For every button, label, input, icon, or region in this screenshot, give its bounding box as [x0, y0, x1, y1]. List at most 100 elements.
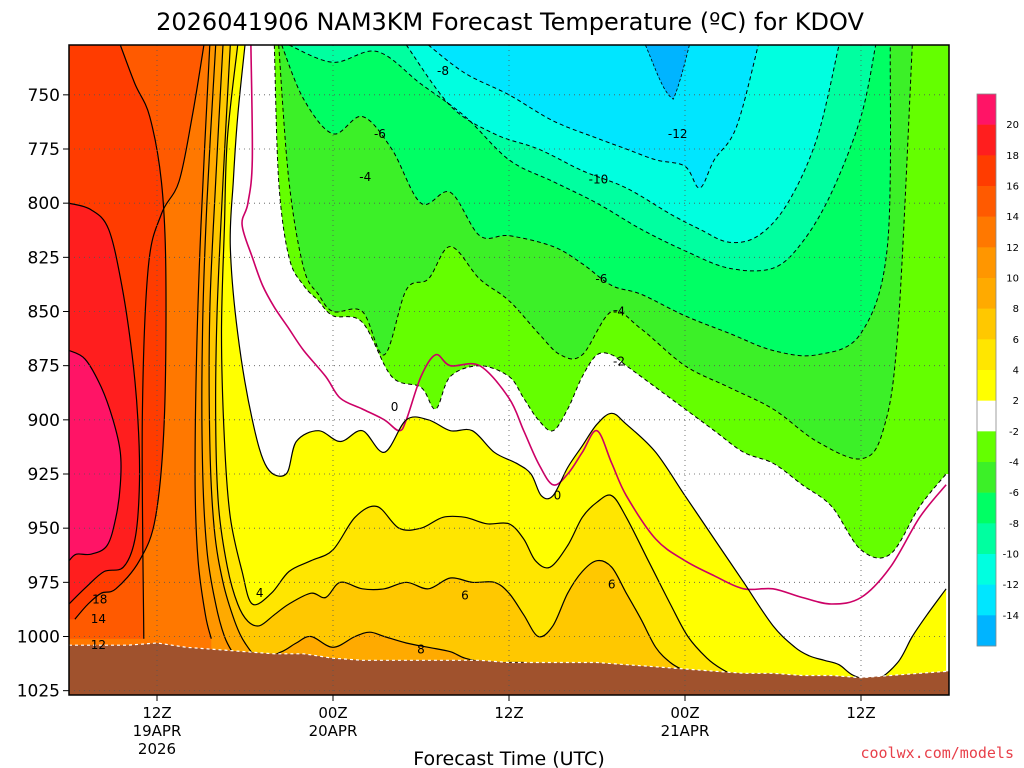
isotherm-10c: [201, 45, 234, 655]
contour-label: 8: [417, 643, 425, 657]
isotherm-12c: [194, 45, 212, 639]
isotherm--8c: [288, 45, 877, 272]
contour-label: -6: [374, 127, 386, 141]
colorbar-tick-label: 14: [1006, 212, 1019, 223]
region-2c: [69, 45, 947, 695]
y-tick-label: 775: [28, 140, 60, 160]
x-tick-label: 12Z: [846, 704, 875, 722]
colorbar-tick-label: 10: [1006, 274, 1019, 285]
isotherm-6c: [215, 45, 700, 681]
isotherm--10c: [405, 45, 840, 244]
isotherm-2c: [229, 45, 947, 682]
colorbar-tick-label: -12: [1003, 580, 1019, 591]
isotherm-20c: [69, 349, 122, 562]
colorbar-swatch: [977, 278, 996, 309]
colorbar-swatch: [977, 492, 996, 524]
chart-title: 2026041906 NAM3KM Forecast Temperature (…: [156, 8, 864, 36]
colorbar-swatch: [977, 431, 996, 463]
colorbar-swatch: [977, 94, 996, 125]
colorbar-tick-label: 18: [1006, 151, 1019, 162]
colorbar-swatch: [977, 584, 996, 616]
colorbar-swatch: [977, 462, 996, 493]
colorbar-swatch: [977, 216, 996, 248]
y-tick-label: 1025: [17, 682, 60, 702]
isotherm--12c: [427, 45, 759, 189]
colorbar-swatch: [977, 186, 996, 217]
isotherm-14c: [141, 45, 205, 639]
isotherm-18c: [69, 202, 141, 605]
x-tick-label: 20APR: [309, 722, 358, 740]
isotherm-16c: [74, 45, 167, 620]
contour-label: 4: [256, 586, 264, 600]
colorbar-tick-label: 6: [1013, 335, 1019, 346]
contour-label: -12: [668, 127, 688, 141]
contour-label: 6: [461, 588, 469, 602]
colorbar-tick-label: 8: [1013, 304, 1019, 315]
isotherm-4c: [220, 45, 847, 685]
x-tick-label: 00Z: [318, 704, 347, 722]
surface-pressure-line: [69, 642, 949, 679]
colorbar-tick-label: 20: [1006, 120, 1019, 131]
colorbar-tick-label: -4: [1009, 458, 1019, 469]
y-tick-label: 875: [28, 357, 60, 377]
colorbar-tick-label: -6: [1009, 488, 1019, 499]
contour-label: 14: [91, 612, 106, 626]
x-tick-label: 12Z: [494, 704, 523, 722]
colorbar-swatch: [977, 523, 996, 555]
contour-label: 18: [92, 593, 107, 607]
y-tick-label: 800: [28, 194, 60, 214]
contour-label: -10: [589, 172, 609, 186]
isotherm-0c: [241, 45, 947, 605]
colorbar-swatch: [977, 370, 996, 401]
colorbar-swatch: [977, 124, 996, 156]
plot-area: [69, 45, 949, 695]
x-tick-label: 00Z: [670, 704, 699, 722]
colorbar-swatch: [977, 400, 996, 432]
x-tick-label: 2026: [138, 740, 176, 758]
x-axis-label: Forecast Time (UTC): [413, 748, 604, 768]
colorbar-tick-label: -10: [1003, 550, 1019, 561]
colorbar-tick-label: 16: [1006, 182, 1019, 193]
colorbar-tick-label: 4: [1013, 366, 1019, 377]
colorbar-swatch: [977, 247, 996, 279]
colorbar-swatch: [977, 339, 996, 371]
y-tick-label: 825: [28, 248, 60, 268]
contour-label: 12: [91, 638, 106, 652]
x-tick-label: 12Z: [142, 704, 171, 722]
colorbar-swatch: [977, 554, 996, 585]
contour-label: 0: [391, 400, 399, 414]
ground-below-surface: [69, 643, 949, 695]
x-tick-label: 19APR: [133, 722, 182, 740]
colorbar-tick-label: -14: [1003, 611, 1019, 622]
contour-label: -8: [437, 64, 449, 78]
contour-label: -4: [613, 305, 625, 319]
isotherm--2c: [273, 45, 947, 559]
colorbar-swatch: [977, 615, 996, 647]
contour-label: 0: [554, 489, 562, 503]
y-tick-label: 750: [28, 86, 60, 106]
y-tick-label: 925: [28, 465, 60, 485]
colorbar-tick-label: -8: [1009, 519, 1019, 530]
y-tick-label: 1000: [17, 628, 60, 648]
credit-text: coolwx.com/models: [860, 744, 1014, 762]
y-tick-label: 975: [28, 573, 60, 593]
y-tick-label: 950: [28, 519, 60, 539]
contour-label: 6: [608, 578, 616, 592]
colorbar-frame: [976, 93, 997, 647]
y-tick-label: 850: [28, 303, 60, 323]
colorbar-tick-label: -2: [1009, 427, 1019, 438]
colorbar-swatch: [977, 155, 996, 187]
region-20c: [69, 350, 122, 561]
y-tick-label: 900: [28, 411, 60, 431]
contour-label: -4: [359, 170, 371, 184]
colorbar-swatch: [977, 308, 996, 340]
region--16c: [644, 45, 690, 100]
isotherm--4c: [278, 45, 913, 460]
isotherm-8c: [208, 45, 524, 664]
contour-label: -2: [613, 354, 625, 368]
x-tick-label: 21APR: [661, 722, 710, 740]
contour-label: -6: [595, 272, 607, 286]
isotherm--6c: [281, 45, 892, 357]
colorbar-tick-label: 2: [1013, 396, 1019, 407]
